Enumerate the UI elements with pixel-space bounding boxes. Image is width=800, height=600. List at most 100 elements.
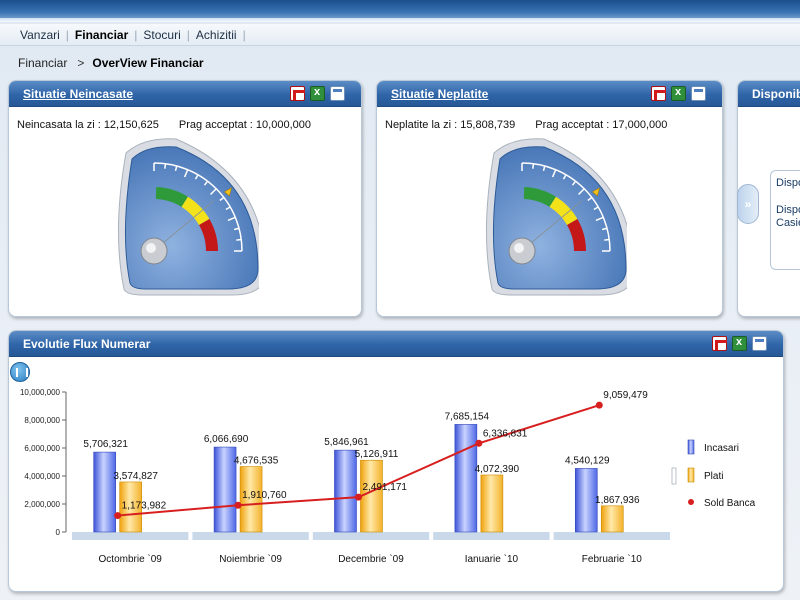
gauge-neplatite <box>486 138 627 296</box>
bar-incasari <box>213 446 237 533</box>
bar-incasari <box>574 468 598 533</box>
data-label-sold-banca: 6,336,831 <box>483 428 528 439</box>
panel-evolutie-flux-numerar: Evolutie Flux Numerar <box>8 330 784 592</box>
panel-header: Evolutie Flux Numerar <box>9 331 783 357</box>
gauge-tick <box>601 227 608 231</box>
gauge-tick <box>210 188 217 195</box>
bar-plati <box>239 466 263 533</box>
stat-neincasata: Neincasata la zi : 12,150,625 <box>17 119 159 131</box>
data-label-plati: 3,574,827 <box>113 471 158 482</box>
panel-title: Evolutie Flux Numerar <box>23 336 151 351</box>
window-icon[interactable] <box>330 86 345 101</box>
legend-divider <box>671 467 677 485</box>
bar-plati <box>119 481 142 533</box>
legend-label-plati: Plati <box>704 471 723 482</box>
panel-header: Disponibi <box>738 81 800 107</box>
bar-plati <box>600 505 624 533</box>
stat-row: Neincasata la zi : 12,150,625 Prag accep… <box>9 107 361 131</box>
bar-incasari <box>334 449 357 533</box>
y-tick-label: 2,000,000 <box>24 500 60 509</box>
y-tick-label: 8,000,000 <box>24 416 60 425</box>
menu-item-vanzari[interactable]: Vanzari <box>20 27 60 42</box>
bar-plati <box>360 459 383 533</box>
category-floor <box>553 532 670 540</box>
x-category-label: Ianuarie `10 <box>465 553 519 565</box>
disponibil-card: Dispo Dispo Casie <box>770 170 800 270</box>
legend-swatch-plati <box>687 467 695 483</box>
breadcrumb-current: OverView Financiar <box>92 56 204 70</box>
gauge-tick <box>578 188 585 195</box>
stat-row: Neplatite la zi : 15,808,739 Prag accept… <box>377 107 722 131</box>
menu-separator: | <box>186 27 190 42</box>
panel-toolbar <box>712 336 767 351</box>
data-label-incasari: 4,540,129 <box>565 455 610 466</box>
top-banner <box>0 0 800 22</box>
expand-button[interactable]: » <box>737 184 759 224</box>
gauge-pivot-highlight <box>146 243 156 253</box>
gauge-band <box>155 187 188 208</box>
window-icon[interactable] <box>691 86 706 101</box>
flux-chart: 0 2,000,000 4,000,000 6,000,000 8,000,000 10,… <box>20 388 756 565</box>
data-label-sold-banca: 2,491,171 <box>362 482 407 493</box>
excel-icon[interactable] <box>310 86 325 101</box>
gauge-face <box>124 146 259 290</box>
disponibil-line[interactable]: Casie <box>776 217 800 229</box>
data-label-incasari: 5,706,321 <box>83 439 128 450</box>
disponibil-line[interactable]: Dispo <box>776 204 800 216</box>
x-category-label: Noiembrie `09 <box>219 553 282 565</box>
window-icon[interactable] <box>752 336 767 351</box>
point-sold-banca <box>354 493 362 501</box>
menu-separator: | <box>134 27 138 42</box>
gauge-tick <box>183 169 189 178</box>
gauge-neincasate <box>118 138 259 296</box>
gauge-tick <box>562 174 567 180</box>
data-label-plati: 4,676,535 <box>234 456 279 467</box>
panel-toolbar <box>651 86 706 101</box>
gauge-tick <box>164 163 167 169</box>
breadcrumb-root[interactable]: Financiar <box>18 56 68 70</box>
gauge-tick <box>604 238 610 241</box>
gauge-band <box>198 219 218 252</box>
panel-title[interactable]: Situatie Neincasate <box>23 86 134 101</box>
gauge-tick <box>194 174 199 180</box>
gauge-tick <box>227 216 236 222</box>
pdf-icon[interactable] <box>712 336 727 351</box>
gauge-tick <box>587 196 593 202</box>
excel-icon[interactable] <box>732 336 747 351</box>
menu-item-stocuri[interactable]: Stocuri <box>143 27 181 42</box>
stat-prag: Prag acceptat : 10,000,000 <box>178 119 311 131</box>
point-sold-banca <box>475 439 483 447</box>
gauge-band <box>181 196 210 226</box>
gauge-threshold-marker <box>223 187 232 197</box>
gauge-threshold-marker <box>591 187 600 197</box>
gauge-tick <box>225 206 231 211</box>
menu-item-financiar[interactable]: Financiar <box>74 27 129 42</box>
gauge-tick <box>233 227 240 231</box>
legend-swatch-sold-banca <box>688 499 694 505</box>
gauge-tick <box>236 238 242 241</box>
menu-separator: | <box>65 27 69 42</box>
gauge-tick <box>203 180 209 186</box>
point-sold-banca <box>595 401 603 409</box>
panel-toolbar <box>290 86 345 101</box>
stat-neplatite: Neplatite la zi : 15,808,739 <box>385 119 516 131</box>
gauge-face <box>492 146 627 290</box>
gauge-band <box>549 196 578 226</box>
data-label-sold-banca: 1,910,760 <box>242 490 287 501</box>
panel-title[interactable]: Situatie Neplatite <box>391 86 489 101</box>
panel-title[interactable]: Disponibi <box>752 86 800 101</box>
pdf-icon[interactable] <box>651 86 666 101</box>
y-tick-label: 10,000,000 <box>20 388 61 397</box>
disponibil-line[interactable]: Dispo <box>776 177 800 189</box>
gauge-tick <box>532 163 535 169</box>
bar-incasari <box>93 451 116 533</box>
chart-type-icon[interactable] <box>10 362 30 382</box>
pdf-icon[interactable] <box>290 86 305 101</box>
panel-header: Situatie Neincasate <box>9 81 361 107</box>
y-tick-label: 0 <box>56 528 61 537</box>
menu-item-achizitii[interactable]: Achizitii <box>195 27 237 42</box>
bar-plati <box>480 474 504 533</box>
category-floor <box>433 532 550 540</box>
y-tick-label: 4,000,000 <box>24 472 60 481</box>
excel-icon[interactable] <box>671 86 686 101</box>
